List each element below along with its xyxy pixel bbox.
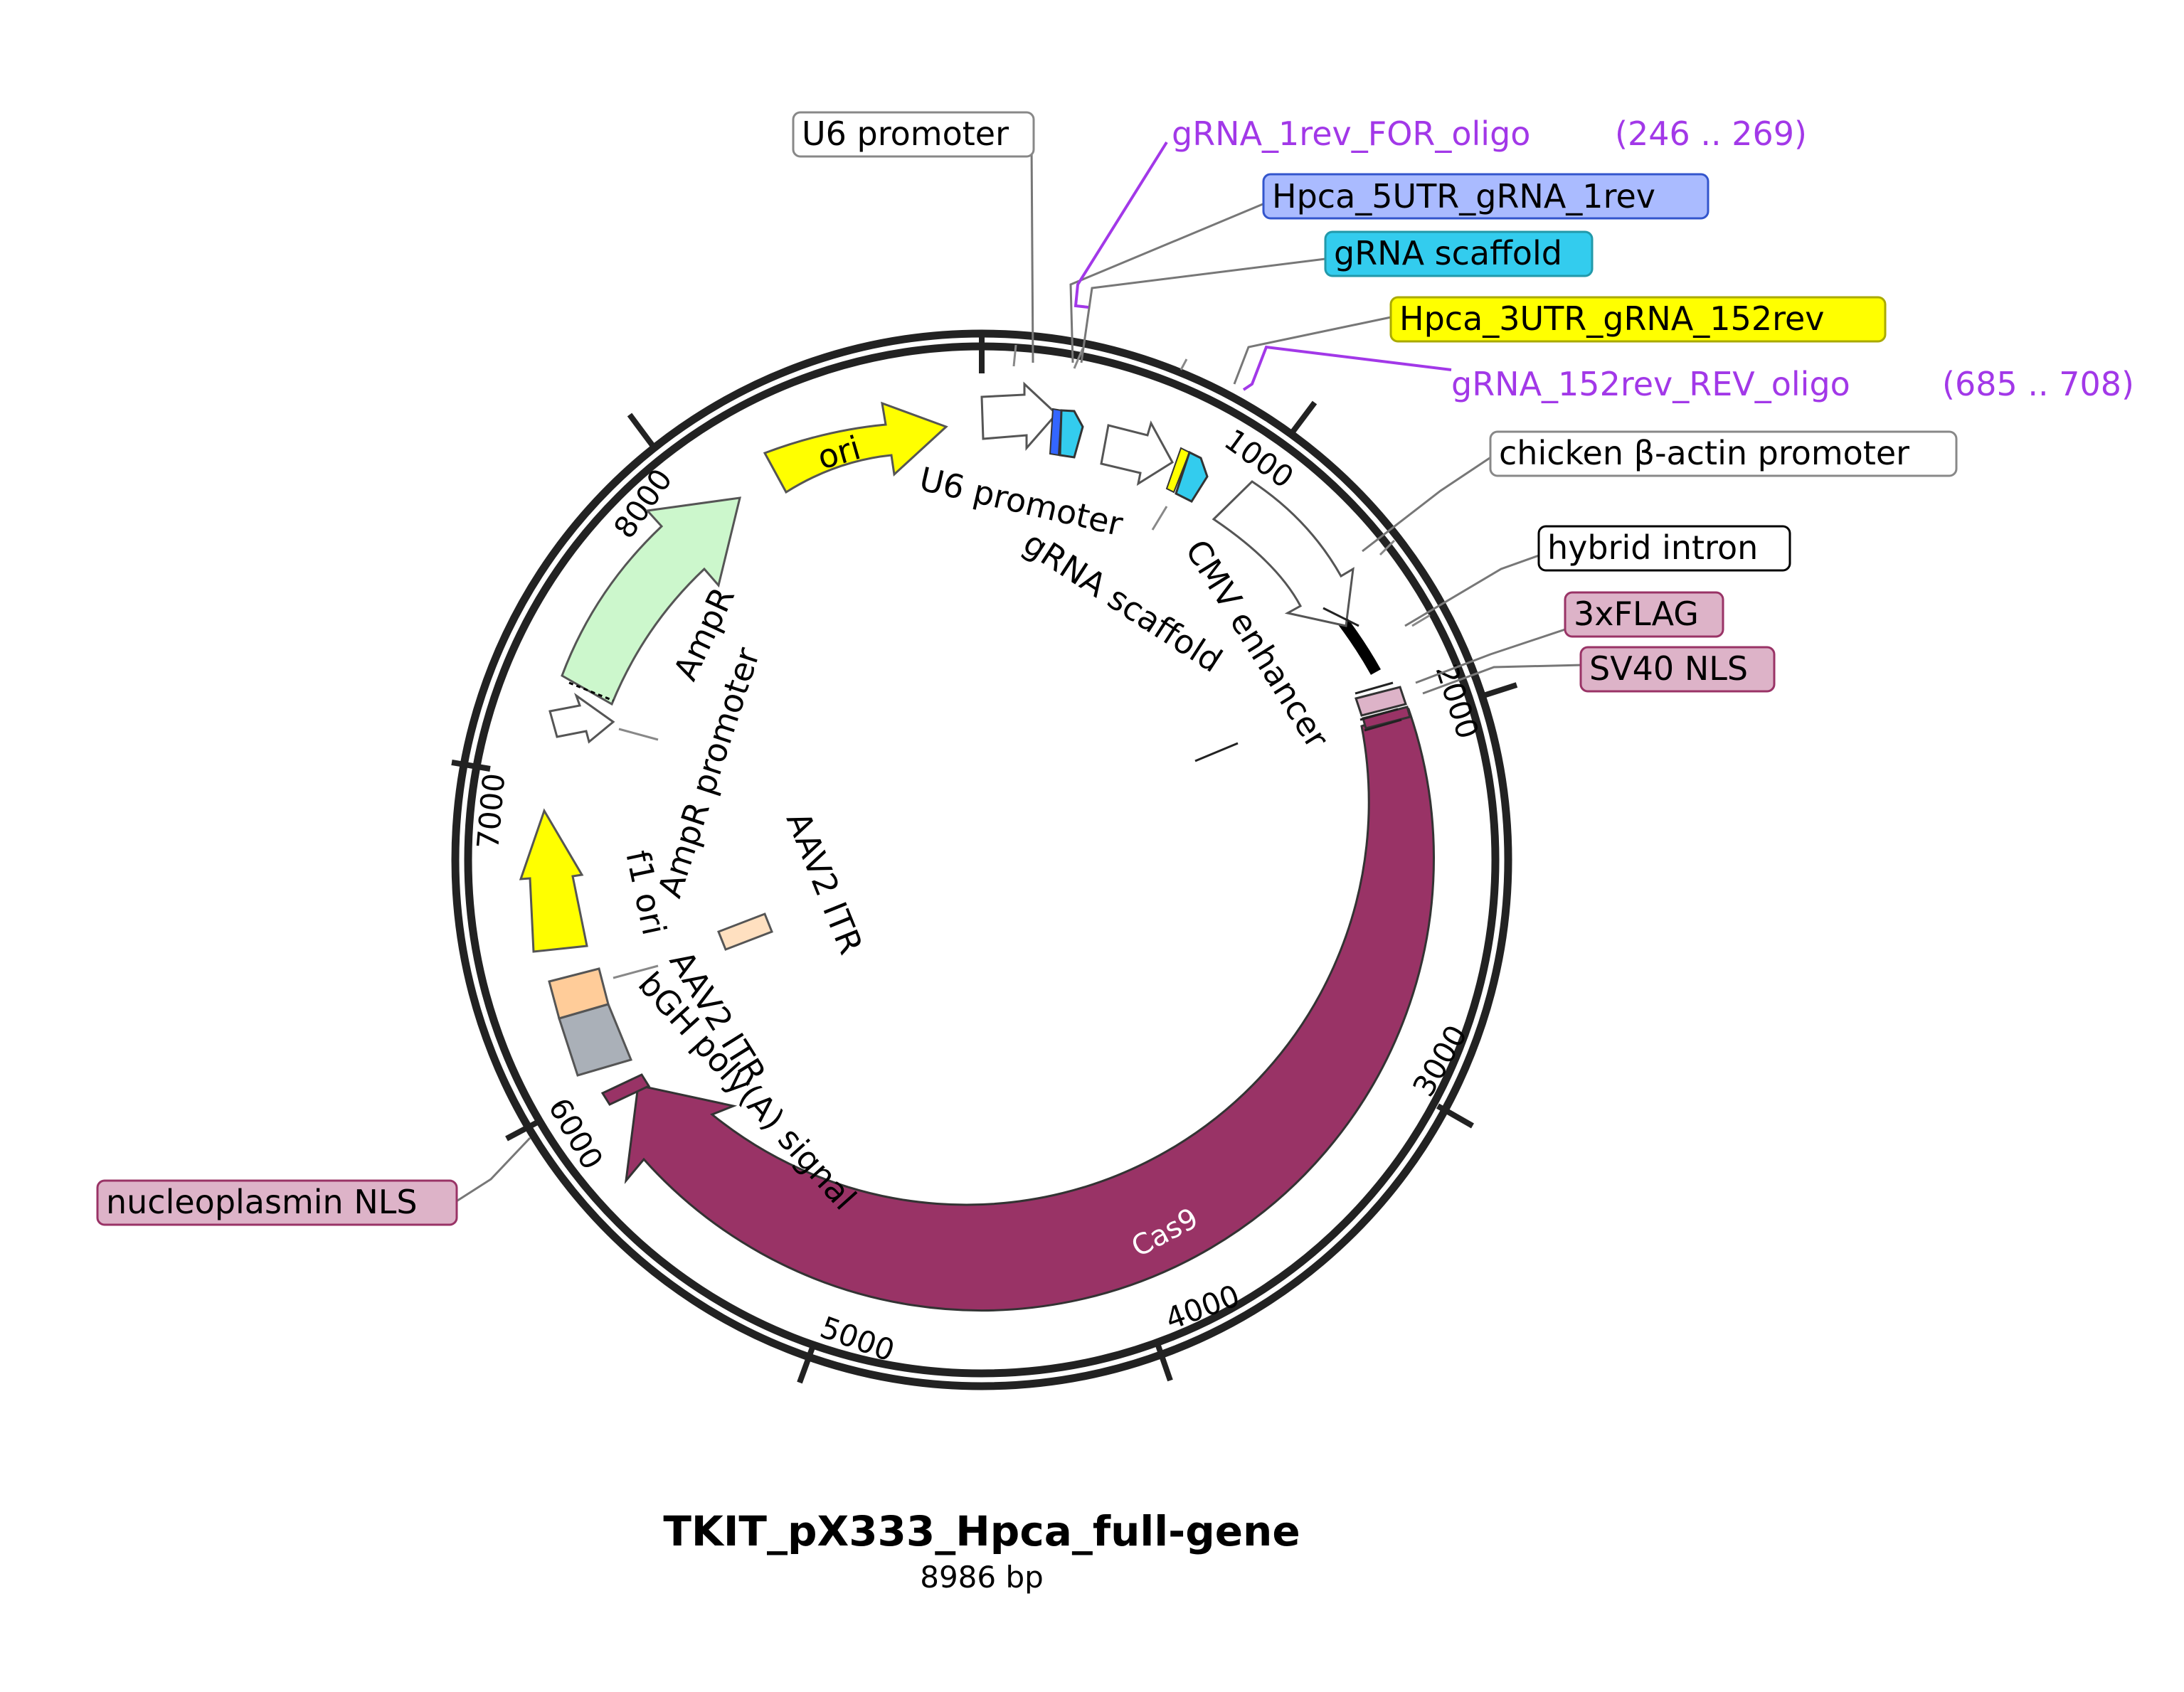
primer-for-oligo[interactable]: gRNA_1rev_FOR_oligo (246 .. 269) <box>1172 115 1807 153</box>
primer-rev-oligo[interactable]: gRNA_152rev_REV_oligo (685 .. 708) <box>1451 365 2134 403</box>
tick-label-3000: 3000 <box>1406 1019 1474 1102</box>
plasmid-title: TKIT_pX333_Hpca_full-gene <box>663 1507 1300 1555</box>
callout-chicken-actin-text: chicken β-actin promoter <box>1499 434 1909 472</box>
callout-3xflag-text: 3xFLAG <box>1574 595 1699 633</box>
callout-hpca-3utr[interactable]: Hpca_3UTR_gRNA_152rev <box>1389 296 1887 343</box>
tick-3000 <box>1436 1103 1474 1129</box>
hpca-3utr-marker <box>1165 447 1191 494</box>
ori-arrow <box>763 401 948 494</box>
callout-sv40-nls[interactable]: SV40 NLS <box>1579 646 1776 693</box>
callout-hpca-5utr[interactable]: Hpca_5UTR_gRNA_1rev <box>1262 173 1709 220</box>
aav2-itr-inner-box <box>717 912 773 951</box>
callout-hybrid-intron[interactable]: hybrid intron <box>1537 525 1791 572</box>
callout-grna-scaffold[interactable]: gRNA scaffold <box>1324 230 1594 277</box>
callout-sv40-nls-text: SV40 NLS <box>1589 649 1748 688</box>
primer-for-oligo-name: gRNA_1rev_FOR_oligo <box>1172 115 1530 153</box>
callout-grna-scaffold-text: gRNA scaffold <box>1334 234 1562 272</box>
tick-marks <box>451 334 1518 1384</box>
tick-2000 <box>1478 682 1518 700</box>
tick-1000 <box>1288 400 1318 436</box>
hpca-5utr-marker <box>1049 408 1063 457</box>
callout-hpca-3utr-text: Hpca_3UTR_gRNA_152rev <box>1399 299 1825 338</box>
cas9-feature[interactable]: Cas9 <box>624 708 1435 1311</box>
tick-4000 <box>1155 1342 1173 1382</box>
u6-promoter-arrow-2 <box>1100 420 1174 486</box>
flag-box <box>1355 686 1407 717</box>
ori-feature[interactable]: ori <box>763 401 948 494</box>
aav2-itr-inner-label: AAV2 ITR <box>779 807 871 959</box>
callout-nucleoplasmin-nls[interactable]: nucleoplasmin NLS <box>96 1179 458 1226</box>
tick-5000 <box>797 1344 816 1384</box>
ampr-arrow <box>561 496 741 706</box>
nucleoplasmin-nls-box <box>600 1073 651 1106</box>
bgh-box <box>558 1003 633 1077</box>
f1-ori-arrow <box>519 808 588 953</box>
primer-rev-oligo-name: gRNA_152rev_REV_oligo <box>1451 365 1850 403</box>
primer-rev-oligo-range: (685 .. 708) <box>1942 365 2134 403</box>
ampr-promoter-arrow <box>548 693 615 744</box>
cas9-arrow <box>624 708 1435 1311</box>
ampr-promoter-label: AmpR promoter <box>650 643 767 902</box>
callout-chicken-actin[interactable]: chicken β-actin promoter <box>1489 430 1958 477</box>
grna-scaffold-2 <box>1175 450 1209 503</box>
tick-8000 <box>627 413 655 447</box>
cmv-enhancer-arrow <box>1212 480 1355 627</box>
u6-promoter-label: U6 promoter <box>916 459 1127 543</box>
plasmid-length: 8986 bp <box>920 1560 1044 1595</box>
nls-flag-boxes <box>1355 681 1411 732</box>
hybrid-intron-arc <box>1337 617 1381 675</box>
callout-u6-promoter[interactable]: U6 promoter <box>792 111 1035 158</box>
callout-hybrid-intron-text: hybrid intron <box>1547 528 1758 567</box>
tick-7000 <box>451 760 491 772</box>
callout-nucleoplasmin-nls-text: nucleoplasmin NLS <box>106 1183 418 1221</box>
tick-label-7000: 7000 <box>470 772 511 851</box>
f1-ori-feature[interactable]: f1 ori <box>519 808 674 953</box>
tick-6000 <box>505 1117 543 1142</box>
callout-hpca-5utr-text: Hpca_5UTR_gRNA_1rev <box>1272 177 1655 216</box>
callout-u6-promoter-text: U6 promoter <box>802 115 1009 153</box>
primer-for-oligo-range: (246 .. 269) <box>1615 115 1807 153</box>
u6-promoter-arrow-1 <box>980 381 1059 451</box>
callout-3xflag[interactable]: 3xFLAG <box>1564 591 1724 638</box>
grna-scaffold-1 <box>1059 409 1084 459</box>
